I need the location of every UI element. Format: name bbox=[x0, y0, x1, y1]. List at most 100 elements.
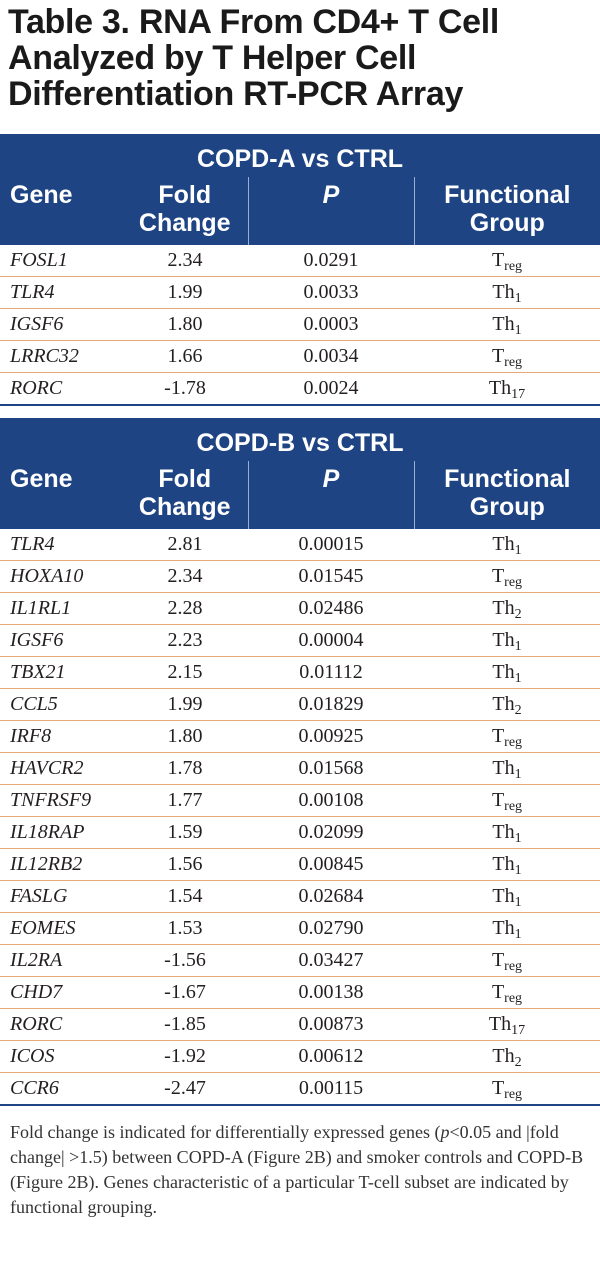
functional-group-cell: Th1 bbox=[414, 529, 600, 561]
fold-change-cell: 1.80 bbox=[122, 720, 248, 753]
gene-cell: IL18RAP bbox=[0, 816, 122, 849]
table-row: CCL5 1.99 0.01829 Th2 bbox=[0, 688, 600, 721]
gene-cell: RORC bbox=[0, 372, 122, 406]
table-row: TBX21 2.15 0.01112 Th1 bbox=[0, 656, 600, 689]
p-value-cell: 0.02790 bbox=[248, 912, 414, 945]
p-value-cell: 0.03427 bbox=[248, 944, 414, 977]
gene-cell: IL2RA bbox=[0, 944, 122, 977]
table-row: CHD7 -1.67 0.00138 Treg bbox=[0, 976, 600, 1009]
group-base: Th bbox=[488, 1013, 512, 1035]
p-value-cell: 0.01568 bbox=[248, 752, 414, 785]
functional-group-cell: Treg bbox=[414, 340, 600, 373]
gene-cell: IL1RL1 bbox=[0, 592, 122, 625]
group-subscript: 2 bbox=[514, 703, 522, 718]
group-base: T bbox=[491, 345, 505, 367]
table-a-column-headers: Gene Fold Change P Functional Group bbox=[0, 177, 600, 245]
table-a-body: FOSL1 2.34 0.0291 Treg TLR4 1.99 0.0033 Th1 IGSF… bbox=[0, 245, 600, 406]
gene-cell: LRRC32 bbox=[0, 340, 122, 373]
fold-change-cell: 1.77 bbox=[122, 784, 248, 817]
table-row: FOSL1 2.34 0.0291 Treg bbox=[0, 245, 600, 277]
p-value-cell: 0.0291 bbox=[248, 245, 414, 277]
table-row: EOMES 1.53 0.02790 Th1 bbox=[0, 912, 600, 945]
group-subscript: 1 bbox=[514, 639, 522, 654]
group-label: COPD-A vs CTRL bbox=[0, 134, 600, 177]
column-header-functional-group: Functional Group bbox=[413, 461, 600, 529]
functional-group-cell: Th1 bbox=[414, 308, 600, 341]
group-base: T bbox=[491, 949, 505, 971]
group-base: Th bbox=[488, 377, 512, 399]
group-base: Th bbox=[492, 757, 515, 779]
p-value-cell: 0.00845 bbox=[248, 848, 414, 881]
gene-cell: EOMES bbox=[0, 912, 122, 945]
group-subscript: 1 bbox=[514, 323, 522, 338]
functional-group-cell: Th17 bbox=[414, 1008, 600, 1041]
functional-group-cell: Th17 bbox=[414, 372, 600, 406]
table-b-body: TLR4 2.81 0.00015 Th1 HOXA10 2.34 0.01545 Treg I… bbox=[0, 529, 600, 1106]
p-value-cell: 0.00612 bbox=[248, 1040, 414, 1073]
p-value-cell: 0.01545 bbox=[248, 560, 414, 593]
fold-change-cell: 1.99 bbox=[122, 688, 248, 721]
group-base: T bbox=[491, 249, 505, 271]
fold-change-cell: -1.56 bbox=[122, 944, 248, 977]
group-subscript: 2 bbox=[514, 1055, 522, 1070]
group-subscript: reg bbox=[504, 259, 523, 274]
table-title: Table 3. RNA From CD4+ T Cell Analyzed b… bbox=[8, 3, 500, 113]
table-row: LRRC32 1.66 0.0034 Treg bbox=[0, 340, 600, 373]
fold-change-cell: 2.23 bbox=[122, 624, 248, 657]
table-row: ICOS -1.92 0.00612 Th2 bbox=[0, 1040, 600, 1073]
table-row: IL2RA -1.56 0.03427 Treg bbox=[0, 944, 600, 977]
functional-group-cell: Treg bbox=[414, 245, 600, 277]
table-row: IGSF6 2.23 0.00004 Th1 bbox=[0, 624, 600, 657]
group-subscript: reg bbox=[504, 575, 523, 590]
gene-cell: CCR6 bbox=[0, 1072, 122, 1106]
table-row: IL1RL1 2.28 0.02486 Th2 bbox=[0, 592, 600, 625]
table-row: IL12RB2 1.56 0.00845 Th1 bbox=[0, 848, 600, 881]
fold-change-cell: -1.67 bbox=[122, 976, 248, 1009]
table-row: TNFRSF9 1.77 0.00108 Treg bbox=[0, 784, 600, 817]
group-base: T bbox=[491, 789, 505, 811]
fold-change-cell: -2.47 bbox=[122, 1072, 248, 1106]
group-subscript: reg bbox=[504, 355, 523, 370]
gene-cell: FOSL1 bbox=[0, 245, 122, 277]
column-header-p: P bbox=[247, 461, 414, 529]
fold-change-cell: 2.34 bbox=[122, 560, 248, 593]
group-subscript: reg bbox=[504, 799, 523, 814]
footnote-text-start: Fold change is indicated for differentia… bbox=[10, 1122, 441, 1142]
functional-group-cell: Th1 bbox=[414, 624, 600, 657]
gene-cell: TLR4 bbox=[0, 529, 122, 561]
table-copd-b: COPD-B vs CTRL Gene Fold Change P Functi… bbox=[0, 418, 600, 1106]
p-value-cell: 0.00138 bbox=[248, 976, 414, 1009]
fold-change-cell: 2.34 bbox=[122, 245, 248, 277]
fold-change-cell: 1.80 bbox=[122, 308, 248, 341]
p-value-cell: 0.02684 bbox=[248, 880, 414, 913]
table-footnote: Fold change is indicated for differentia… bbox=[0, 1106, 600, 1220]
gene-cell: TBX21 bbox=[0, 656, 122, 689]
group-label: COPD-B vs CTRL bbox=[0, 418, 600, 461]
p-value-cell: 0.00873 bbox=[248, 1008, 414, 1041]
table-row: FASLG 1.54 0.02684 Th1 bbox=[0, 880, 600, 913]
functional-group-cell: Treg bbox=[414, 560, 600, 593]
column-header-functional-group: Functional Group bbox=[413, 177, 600, 245]
table-row: IL18RAP 1.59 0.02099 Th1 bbox=[0, 816, 600, 849]
p-value-cell: 0.01829 bbox=[248, 688, 414, 721]
functional-group-cell: Th1 bbox=[414, 656, 600, 689]
table-row: TLR4 1.99 0.0033 Th1 bbox=[0, 276, 600, 309]
functional-group-cell: Th2 bbox=[414, 592, 600, 625]
p-value-cell: 0.02486 bbox=[248, 592, 414, 625]
table-b-column-headers: Gene Fold Change P Functional Group bbox=[0, 461, 600, 529]
gene-cell: RORC bbox=[0, 1008, 122, 1041]
group-subscript: 1 bbox=[514, 831, 522, 846]
p-value-cell: 0.00115 bbox=[248, 1072, 414, 1106]
group-base: Th bbox=[492, 853, 515, 875]
gene-cell: HAVCR2 bbox=[0, 752, 122, 785]
p-value-cell: 0.01112 bbox=[248, 656, 414, 689]
group-base: Th bbox=[492, 821, 515, 843]
column-header-fold-change: Fold Change bbox=[122, 177, 248, 245]
footnote-p-symbol: p bbox=[440, 1122, 450, 1142]
p-value-cell: 0.0003 bbox=[248, 308, 414, 341]
functional-group-cell: Treg bbox=[414, 976, 600, 1009]
group-base: Th bbox=[492, 281, 515, 303]
group-subscript: reg bbox=[504, 959, 523, 974]
column-header-gene: Gene bbox=[0, 177, 122, 245]
fold-change-cell: 2.81 bbox=[122, 529, 248, 561]
